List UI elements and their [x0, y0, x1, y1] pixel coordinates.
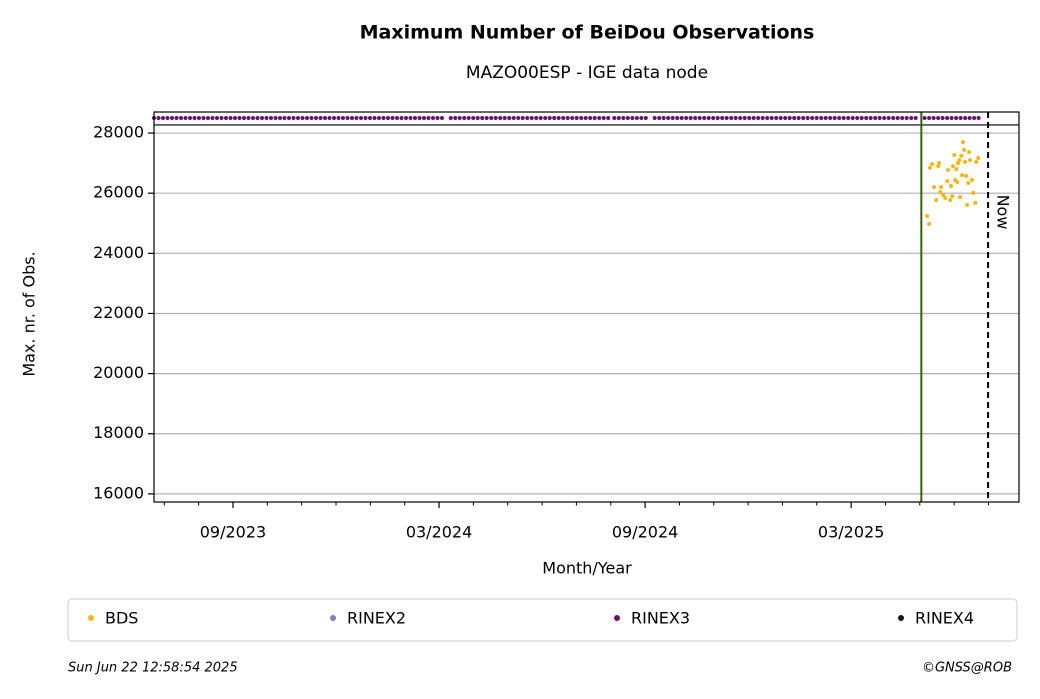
y-tick-label: 16000 — [93, 483, 144, 502]
data-point — [971, 190, 976, 195]
legend-label: BDS — [105, 609, 138, 628]
data-point — [973, 200, 978, 205]
data-point — [959, 153, 964, 158]
legend-marker — [898, 615, 904, 621]
data-point — [946, 168, 951, 173]
data-point — [925, 214, 930, 219]
data-point — [939, 185, 944, 190]
y-tick-label: 24000 — [93, 243, 144, 262]
data-point — [949, 183, 954, 188]
data-point — [967, 149, 972, 154]
data-point — [963, 159, 968, 164]
y-tick-label: 18000 — [93, 423, 144, 442]
data-point — [970, 177, 975, 182]
data-point — [958, 195, 963, 200]
plot-frame — [153, 111, 1020, 503]
data-point — [951, 164, 956, 169]
legend-label: RINEX4 — [915, 609, 974, 628]
data-point — [955, 180, 960, 185]
data-point — [965, 202, 970, 207]
footer-date: Sun Jun 22 12:58:54 2025 — [68, 661, 238, 676]
data-point — [937, 161, 942, 166]
data-point — [927, 222, 932, 227]
marker-label: Now — [994, 195, 1013, 230]
y-axis-label: Max. nr. of Obs. — [20, 251, 39, 376]
data-point — [964, 174, 969, 179]
data-point — [936, 164, 941, 169]
x-tick-label: 09/2024 — [612, 523, 678, 542]
chart-subtitle: MAZO00ESP - IGE data node — [466, 63, 708, 83]
data-point — [930, 162, 935, 167]
data-point — [927, 165, 932, 170]
data-point — [932, 185, 937, 190]
data-point — [952, 152, 957, 157]
data-point — [934, 198, 939, 203]
x-tick-label: 03/2024 — [406, 523, 472, 542]
data-point — [976, 156, 981, 161]
data-point — [956, 161, 961, 166]
legend-marker — [330, 615, 336, 621]
legend-label: RINEX3 — [631, 609, 690, 628]
data-point — [954, 167, 959, 172]
y-tick-label: 22000 — [93, 303, 144, 322]
data-point — [966, 180, 971, 185]
data-point — [960, 173, 965, 178]
data-point — [974, 159, 979, 164]
y-tick-label: 28000 — [93, 123, 144, 142]
legend-marker — [88, 615, 94, 621]
y-tick-label: 26000 — [93, 183, 144, 202]
data-point — [938, 189, 943, 194]
data-point — [967, 158, 972, 163]
footer-credit: ©GNSS@ROB — [922, 661, 1012, 676]
data-point — [960, 140, 965, 145]
data-point — [948, 198, 953, 203]
x-tick-label: 03/2025 — [818, 523, 884, 542]
legend-marker — [614, 615, 620, 621]
data-point — [962, 147, 967, 152]
data-point — [950, 194, 955, 199]
legend-label: RINEX2 — [347, 609, 406, 628]
x-axis-label: Month/Year — [542, 559, 632, 578]
data-point — [957, 158, 962, 163]
legend-box — [67, 598, 1018, 642]
chart-title: Maximum Number of BeiDou Observations — [360, 22, 815, 44]
data-point — [941, 192, 946, 197]
y-tick-label: 20000 — [93, 363, 144, 382]
x-tick-label: 09/2023 — [200, 523, 266, 542]
data-point — [943, 195, 948, 200]
data-point — [945, 179, 950, 184]
